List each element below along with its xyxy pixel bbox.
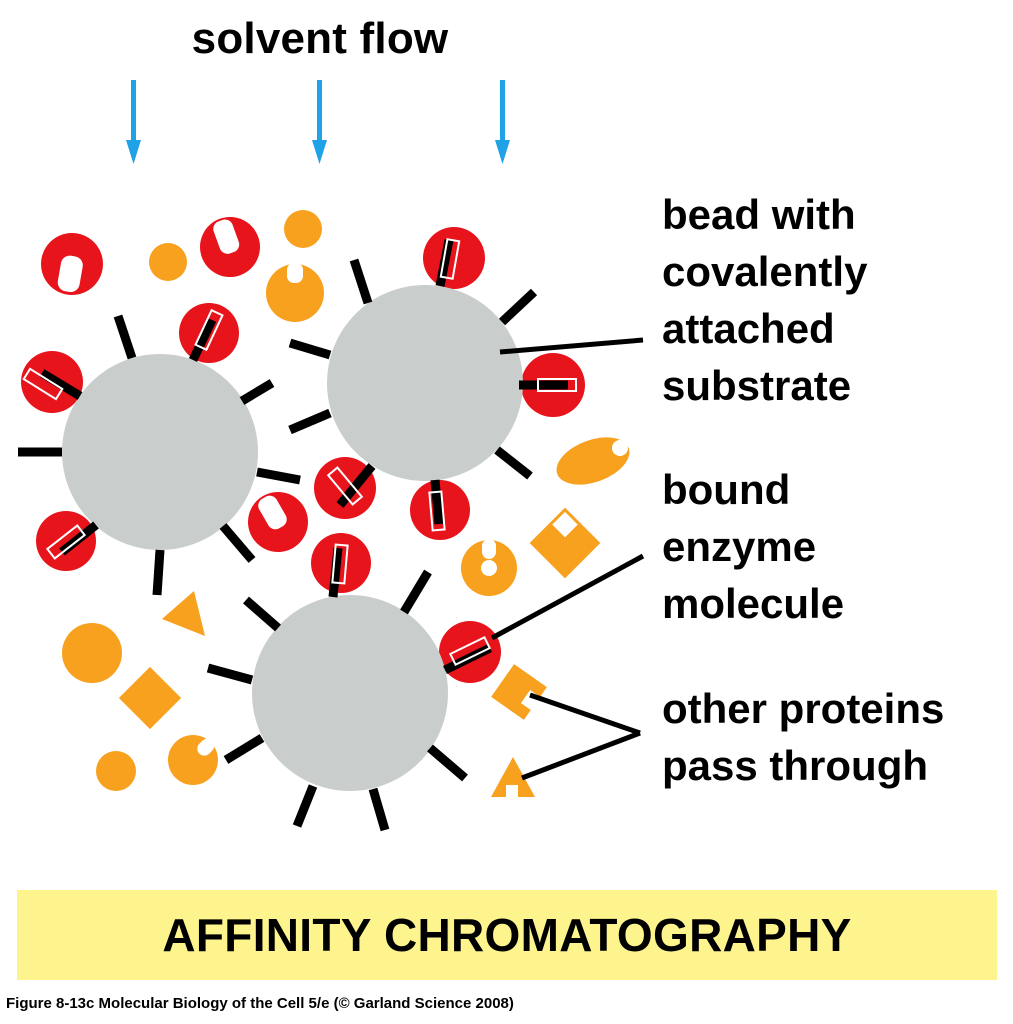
enzyme-leader-line: [490, 553, 645, 641]
leader-lines: [490, 337, 645, 781]
bead: [252, 595, 448, 791]
flow-arrow-icon: [495, 80, 510, 164]
flow-arrow-icon: [312, 80, 327, 164]
protein-oval: [556, 437, 630, 485]
bead-label: bead with covalently attached substrate: [662, 186, 867, 414]
protein-diamond-notched: [529, 507, 601, 579]
free-enzyme-molecules: [41, 217, 308, 552]
beads: [62, 285, 523, 791]
bead-label-line: covalently: [662, 248, 868, 295]
protein-triangle: [162, 591, 205, 636]
protein-pac: [461, 539, 517, 596]
proteins-label-line: pass through: [662, 742, 929, 789]
protein-pac: [168, 735, 218, 785]
protein-round: [149, 243, 187, 281]
figure-caption: Figure 8-13c Molecular Biology of the Ce…: [6, 995, 514, 1012]
protein-leader-line: [521, 730, 641, 781]
protein-diamond: [118, 666, 182, 730]
proteins-label-line: other proteins: [662, 685, 945, 732]
protein-leader-line: [529, 692, 641, 736]
protein-round: [96, 751, 136, 791]
bead-label-line: substrate: [662, 362, 852, 409]
bead: [62, 354, 258, 550]
protein-pac: [266, 263, 324, 322]
bead-label-line: attached: [662, 305, 835, 352]
free-enzyme: [41, 233, 103, 295]
solvent-flow-title: solvent flow: [191, 14, 449, 63]
flow-arrow-icon: [126, 80, 141, 164]
protein-round: [284, 210, 322, 248]
proteins-label: other proteins pass through: [662, 680, 944, 794]
bead: [327, 285, 523, 481]
banner: AFFINITY CHROMATOGRAPHY: [17, 890, 997, 980]
enzyme-label: bound enzyme molecule: [662, 461, 844, 632]
banner-title: AFFINITY CHROMATOGRAPHY: [162, 909, 852, 961]
free-enzyme: [248, 492, 308, 552]
protein-square-notched: [491, 664, 547, 720]
free-enzyme: [200, 217, 260, 277]
protein-triangle-notched: [491, 757, 535, 799]
enzyme-label-line: molecule: [662, 580, 845, 627]
enzyme-stick-outlines: [22, 238, 577, 667]
solvent-flow-arrows: [126, 80, 510, 164]
enzyme-label-line: enzyme: [662, 523, 817, 570]
bead-leader-line: [499, 337, 644, 355]
bead-label-line: bead with: [662, 191, 856, 238]
enzyme-label-line: bound: [662, 466, 791, 513]
protein-round: [62, 623, 122, 683]
